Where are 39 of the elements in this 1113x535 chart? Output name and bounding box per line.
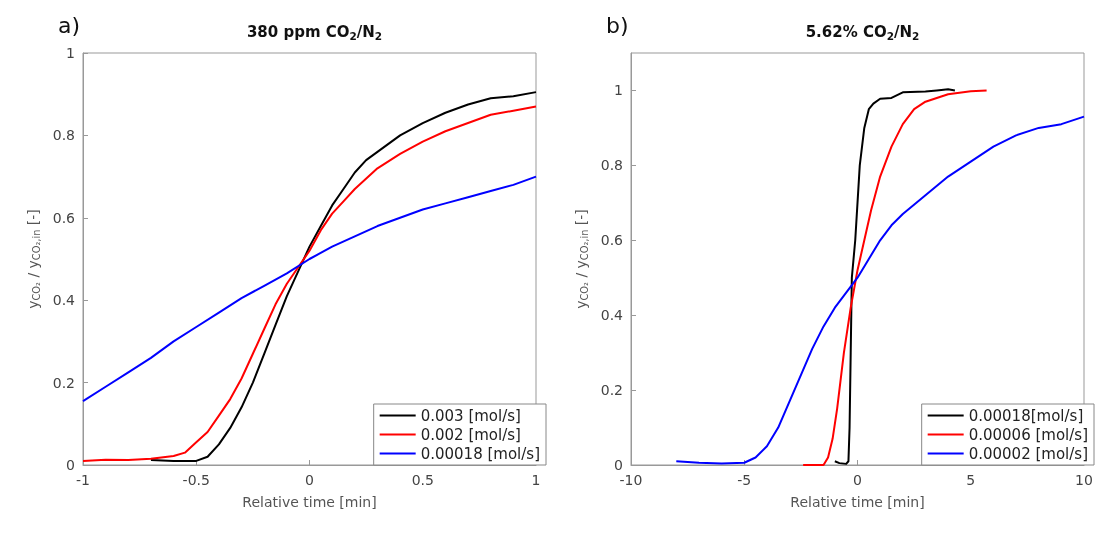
- y-tick-label: 1: [66, 45, 75, 61]
- y-tick-label: 0.2: [52, 374, 75, 391]
- line-series: [149, 91, 537, 462]
- x-tick-label: -0.5: [182, 472, 210, 488]
- y-tick-label: 1: [614, 82, 623, 99]
- x-tick-label: 0.5: [411, 472, 434, 488]
- y-tick-label: 0: [614, 457, 623, 473]
- x-tick-label: 0: [853, 472, 862, 488]
- x-tick-label: -5: [737, 472, 752, 488]
- x-tick-label: -1: [76, 472, 90, 488]
- y-axis-title: yCO₂ / yCO₂,in [-]: [25, 209, 43, 309]
- line-series: [833, 88, 956, 465]
- legend-label: 0.00002 [mol/s]: [968, 444, 1088, 463]
- y-tick-label: 0.2: [600, 382, 623, 399]
- line-series: [82, 175, 537, 403]
- y-axis-title: yCO₂ / yCO₂,in [-]: [573, 209, 591, 309]
- x-tick-label: -10: [619, 472, 643, 488]
- x-axis-title: Relative time [min]: [790, 494, 925, 510]
- y-tick-label: 0.6: [600, 232, 624, 249]
- line-series: [675, 115, 1085, 465]
- y-tick-label: 0.4: [600, 307, 624, 324]
- y-tick-label: 0.8: [52, 127, 75, 144]
- x-tick-label: 1: [531, 472, 541, 488]
- text: a): [58, 12, 81, 38]
- text: b): [606, 12, 629, 38]
- y-tick-label: 0: [66, 457, 75, 473]
- x-tick-label: 0: [305, 472, 314, 488]
- y-tick-label: 0.6: [52, 209, 76, 226]
- x-tick-label: 5: [966, 472, 976, 488]
- x-axis-title: Relative time [min]: [242, 494, 377, 510]
- y-tick-label: 0.4: [52, 292, 76, 309]
- legend-label: 0.002 [mol/s]: [420, 425, 521, 444]
- legend-label: 0.00006 [mol/s]: [968, 425, 1088, 444]
- legend-label: 0.003 [mol/s]: [420, 406, 521, 425]
- legend-label: 0.00018 [mol/s]: [420, 444, 540, 463]
- legend-label: 0.00018[mol/s]: [968, 406, 1084, 425]
- y-tick-label: 0.8: [600, 157, 623, 174]
- x-tick-label: 10: [1075, 472, 1093, 488]
- line-series: [82, 105, 537, 462]
